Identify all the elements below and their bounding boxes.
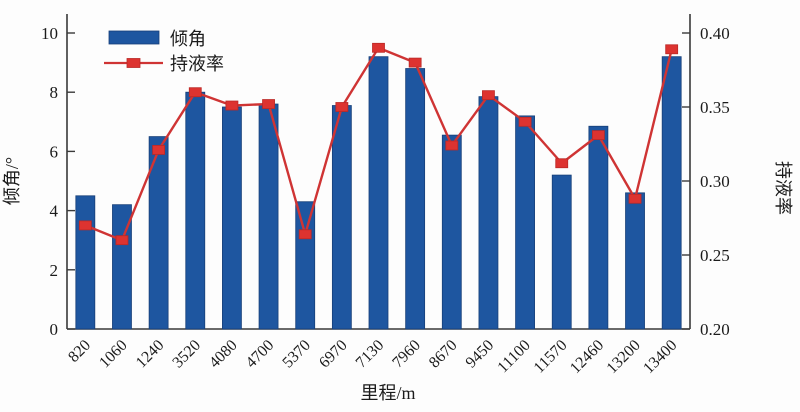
- left-tick-label: 2: [50, 261, 59, 280]
- legend-bar-swatch: [108, 30, 160, 45]
- bar: [368, 56, 389, 330]
- right-tick-label: 0.30: [700, 172, 730, 191]
- bar: [331, 105, 352, 330]
- bar: [551, 174, 572, 330]
- x-axis-title: 里程/m: [360, 383, 415, 403]
- holdup-marker: [628, 193, 642, 204]
- bar: [295, 201, 316, 330]
- bar: [478, 96, 499, 330]
- holdup-marker: [555, 158, 569, 169]
- y-axis-left-title: 倾角/°: [2, 157, 22, 205]
- left-tick-label: 6: [50, 142, 59, 161]
- legend-bar-label: 倾角: [170, 29, 206, 49]
- bar: [515, 115, 535, 330]
- right-tick-label: 0.40: [700, 24, 730, 43]
- x-tick-label: 7130: [353, 337, 388, 372]
- holdup-marker: [298, 229, 312, 240]
- x-tick-label: 7960: [389, 337, 424, 372]
- bar: [148, 136, 169, 330]
- holdup-marker: [225, 100, 239, 111]
- holdup-marker: [152, 145, 166, 155]
- left-tick-label: 10: [41, 24, 58, 43]
- bar: [258, 103, 279, 330]
- x-tick-label: 1240: [133, 337, 168, 372]
- holdup-marker: [78, 220, 92, 231]
- bar: [222, 106, 242, 330]
- right-tick-label: 0.25: [700, 246, 730, 265]
- x-tick-label: 4080: [206, 337, 241, 372]
- holdup-marker: [445, 140, 459, 151]
- holdup-marker: [408, 57, 422, 68]
- bar: [441, 134, 462, 330]
- x-tick-label: 1060: [96, 337, 131, 372]
- x-tick-label: 3520: [169, 337, 204, 372]
- left-tick-label: 8: [50, 83, 59, 102]
- left-tick-label: 4: [50, 202, 59, 221]
- holdup-marker: [518, 116, 532, 127]
- x-tick-label: 6970: [316, 337, 351, 372]
- bar: [625, 192, 645, 330]
- legend-line-label: 持液率: [170, 54, 224, 74]
- holdup-marker: [262, 99, 275, 109]
- y-axis-right-title: 持液率: [773, 161, 793, 215]
- bar: [405, 68, 426, 330]
- left-tick-label: 0: [50, 320, 59, 339]
- x-tick-label: 13400: [640, 337, 680, 377]
- x-tick-label: 11100: [494, 337, 533, 376]
- x-tick-label: 820: [65, 337, 94, 366]
- holdup-marker: [665, 44, 679, 55]
- holdup-marker: [482, 90, 495, 101]
- bar: [185, 91, 206, 330]
- legend-line-marker: [126, 58, 141, 68]
- right-tick-label: 0.35: [700, 98, 730, 117]
- holdup-marker: [188, 87, 202, 98]
- x-tick-label: 13200: [604, 337, 644, 377]
- holdup-marker: [591, 130, 605, 141]
- x-tick-label: 12460: [567, 337, 607, 377]
- x-tick-label: 5370: [279, 337, 314, 372]
- x-tick-label: 8670: [426, 337, 461, 372]
- holdup-marker: [335, 102, 349, 112]
- x-tick-label: 11570: [531, 337, 571, 377]
- bar: [661, 56, 682, 330]
- x-tick-label: 9450: [463, 337, 498, 372]
- holdup-marker: [115, 235, 129, 246]
- bar: [75, 195, 96, 330]
- right-tick-label: 0.20: [700, 320, 730, 339]
- holdup-marker: [372, 42, 385, 53]
- bar: [588, 125, 609, 330]
- x-tick-label: 4700: [243, 337, 278, 372]
